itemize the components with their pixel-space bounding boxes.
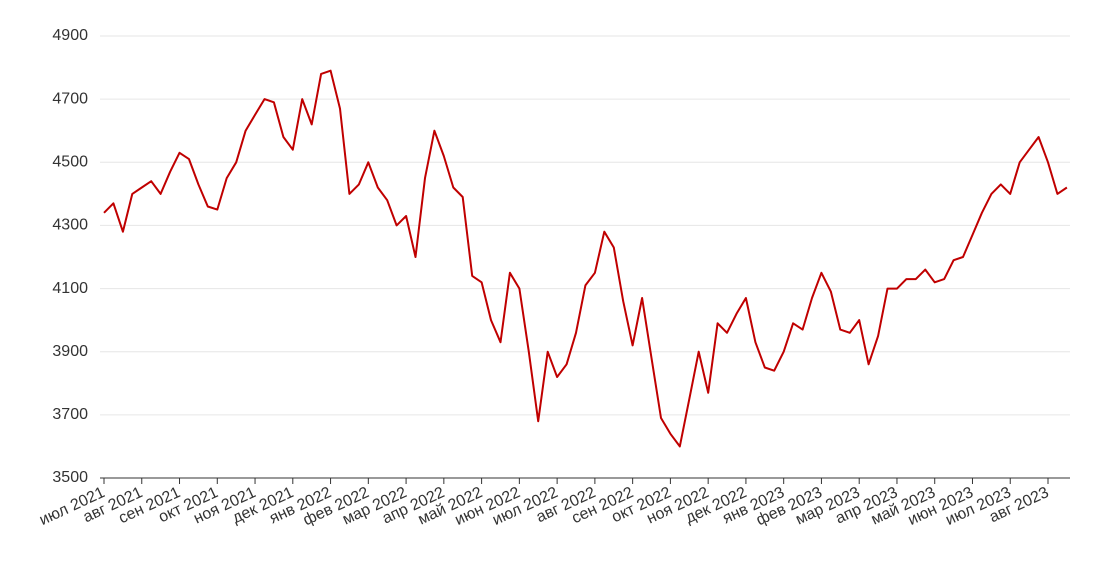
y-tick-label: 4100 xyxy=(52,280,88,297)
y-tick-label: 4500 xyxy=(52,154,88,171)
y-tick-label: 4300 xyxy=(52,217,88,234)
y-tick-label: 4700 xyxy=(52,90,88,107)
price-line xyxy=(103,69,1068,448)
y-tick-label: 4900 xyxy=(52,27,88,44)
y-tick-label: 3700 xyxy=(52,406,88,423)
y-tick-label: 3900 xyxy=(52,343,88,360)
y-tick-label: 3500 xyxy=(52,469,88,486)
